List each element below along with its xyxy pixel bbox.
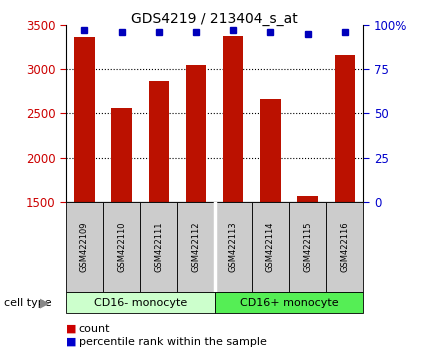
Bar — [66, 292, 215, 313]
Text: ■: ■ — [66, 337, 76, 347]
Text: ▶: ▶ — [40, 296, 49, 309]
Text: percentile rank within the sample: percentile rank within the sample — [79, 337, 266, 347]
Text: cell type: cell type — [4, 298, 52, 308]
Bar — [186, 65, 206, 202]
Text: GSM422109: GSM422109 — [80, 222, 89, 272]
Bar — [140, 202, 178, 292]
Bar — [298, 195, 318, 202]
Bar — [178, 202, 215, 292]
Bar — [66, 202, 103, 292]
Bar — [326, 202, 363, 292]
Bar — [215, 292, 363, 313]
Bar — [260, 99, 281, 202]
Text: count: count — [79, 324, 110, 333]
Text: CD16- monocyte: CD16- monocyte — [94, 298, 187, 308]
Bar — [149, 81, 169, 202]
Text: ■: ■ — [66, 324, 76, 333]
Text: GSM422115: GSM422115 — [303, 222, 312, 272]
Text: GSM422112: GSM422112 — [192, 222, 201, 272]
Text: GSM422116: GSM422116 — [340, 222, 349, 272]
Bar — [215, 202, 252, 292]
Bar — [74, 37, 95, 202]
Bar — [289, 202, 326, 292]
Text: GSM422110: GSM422110 — [117, 222, 126, 272]
Bar — [223, 36, 244, 202]
Text: GSM422114: GSM422114 — [266, 222, 275, 272]
Text: CD16+ monocyte: CD16+ monocyte — [240, 298, 338, 308]
Bar — [334, 55, 355, 202]
Bar — [252, 202, 289, 292]
Bar — [111, 108, 132, 202]
Bar — [103, 202, 140, 292]
Text: GDS4219 / 213404_s_at: GDS4219 / 213404_s_at — [131, 12, 298, 27]
Text: GSM422111: GSM422111 — [154, 222, 163, 272]
Text: GSM422113: GSM422113 — [229, 222, 238, 272]
